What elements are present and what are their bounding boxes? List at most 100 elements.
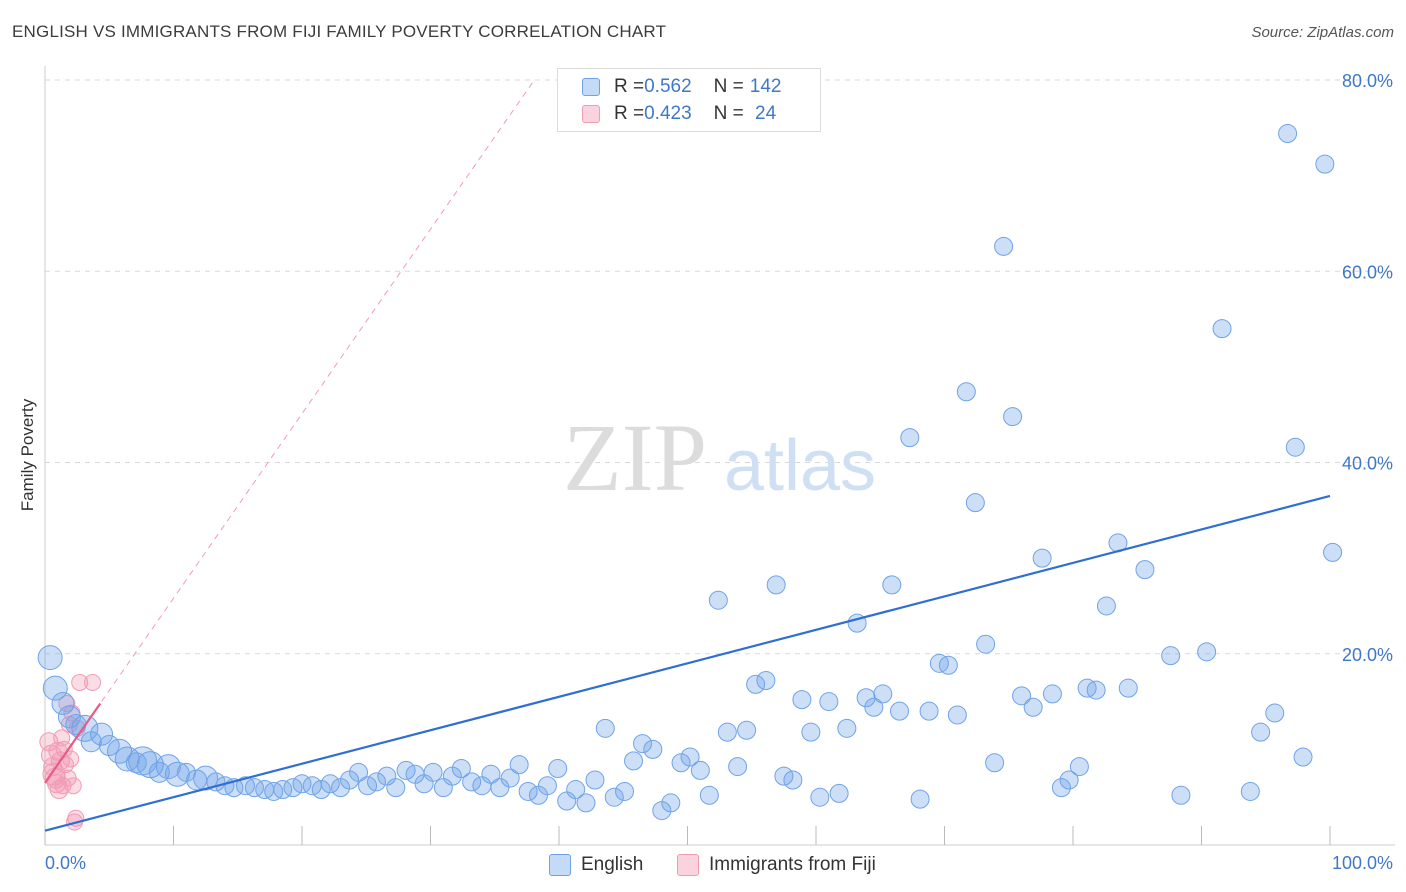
gridlines [45, 79, 1395, 655]
english-point [994, 236, 1014, 256]
english-point [708, 590, 728, 610]
bottom-swatch-fiji [677, 854, 699, 876]
english-point [938, 655, 958, 675]
english-point [965, 493, 985, 513]
english-point [537, 776, 557, 796]
english-point [51, 691, 75, 715]
english-point [1240, 781, 1260, 801]
english-point [985, 753, 1005, 773]
english-point [311, 780, 331, 800]
english-point [349, 762, 369, 782]
english-point [837, 718, 857, 738]
english-point [810, 787, 830, 807]
legend-row-fiji: R = 0.423 N = 24 [582, 102, 776, 126]
tick-labels: 20.0% 40.0% 60.0% 80.0% 0.0% 100.0% [45, 71, 1393, 873]
bottom-legend-label: Immigrants from Fiji [709, 854, 876, 875]
english-point [671, 753, 691, 773]
english-point [882, 575, 902, 595]
english-point [890, 701, 910, 721]
english-point [1023, 697, 1043, 717]
english-point [1171, 785, 1191, 805]
english-point [690, 760, 710, 780]
fiji-point [71, 673, 89, 691]
english-point [976, 634, 996, 654]
english-point [864, 697, 884, 717]
english-point [717, 722, 737, 742]
english-point [1293, 747, 1313, 767]
english-point [947, 705, 967, 725]
y-tick-label: 20.0% [1342, 645, 1393, 665]
english-point [1042, 684, 1062, 704]
english-point [462, 772, 482, 792]
english-point [1135, 560, 1155, 580]
bottom-legend-fiji: Immigrants from Fiji [677, 852, 876, 878]
english-point [766, 575, 786, 595]
english-point [1285, 437, 1305, 457]
english-point [680, 747, 700, 767]
english-point [566, 780, 586, 800]
fiji-trend-extension [44, 79, 535, 784]
english-point [1118, 678, 1138, 698]
bottom-legend-english: English [549, 852, 643, 878]
legend-r-label: R = [614, 76, 645, 97]
english-point [1197, 642, 1217, 662]
english-point [500, 768, 520, 788]
fiji-point [64, 777, 82, 795]
english-point [1069, 757, 1089, 777]
english-point [148, 761, 170, 783]
chart-title: ENGLISH VS IMMIGRANTS FROM FIJI FAMILY P… [12, 22, 667, 41]
english-point [1051, 778, 1071, 798]
english-point [1086, 680, 1106, 700]
english-point [919, 701, 939, 721]
english-point [1265, 703, 1285, 723]
english-point [728, 757, 748, 777]
english-point [1161, 646, 1181, 666]
english-point [661, 793, 681, 813]
source-label: Source: ZipAtlas.com [1251, 24, 1394, 41]
fiji-point [55, 740, 73, 758]
english-point [125, 752, 147, 774]
english-point [1323, 542, 1343, 562]
english-point [746, 674, 766, 694]
fiji-point [84, 673, 102, 691]
english-point [490, 778, 510, 798]
bottom-swatch-english [549, 854, 571, 876]
english-point [37, 645, 63, 671]
english-point [829, 783, 849, 803]
english-trend-line [44, 494, 1331, 832]
stats-legend: R = 0.562 N = 142 R = 0.423 N = 24 [557, 68, 821, 132]
trend-lines [44, 79, 1331, 832]
english-point [518, 781, 538, 801]
english-point [633, 734, 653, 754]
x-tick-label: 100.0% [1332, 853, 1393, 873]
english-point [107, 738, 133, 764]
english-point [756, 671, 776, 691]
legend-swatch-fiji [582, 105, 600, 123]
english-point [643, 739, 663, 759]
english-point [585, 770, 605, 790]
fiji-trend-line [44, 702, 102, 784]
y-tick-label: 40.0% [1342, 454, 1393, 474]
english-point [1032, 548, 1052, 568]
english-point [423, 762, 443, 782]
legend-n-label: N = [713, 76, 744, 97]
english-point [193, 765, 219, 791]
legend-row-english: R = 0.562 N = 142 [582, 75, 781, 99]
legend-r-value: 0.562 [644, 76, 692, 97]
legend-r-value: 0.423 [644, 103, 692, 124]
english-point [604, 787, 624, 807]
legend-n-label: N = [713, 103, 744, 124]
english-point [900, 428, 920, 448]
english-point [873, 684, 893, 704]
english-point [548, 759, 568, 778]
axes [44, 66, 1395, 846]
y-tick-label: 80.0% [1342, 71, 1393, 91]
english-point [801, 722, 821, 742]
english-point [42, 675, 68, 701]
english-point [737, 720, 757, 740]
english-point [1003, 407, 1023, 427]
english-point [956, 382, 976, 402]
english-point [90, 722, 114, 746]
english-point [1212, 319, 1232, 339]
